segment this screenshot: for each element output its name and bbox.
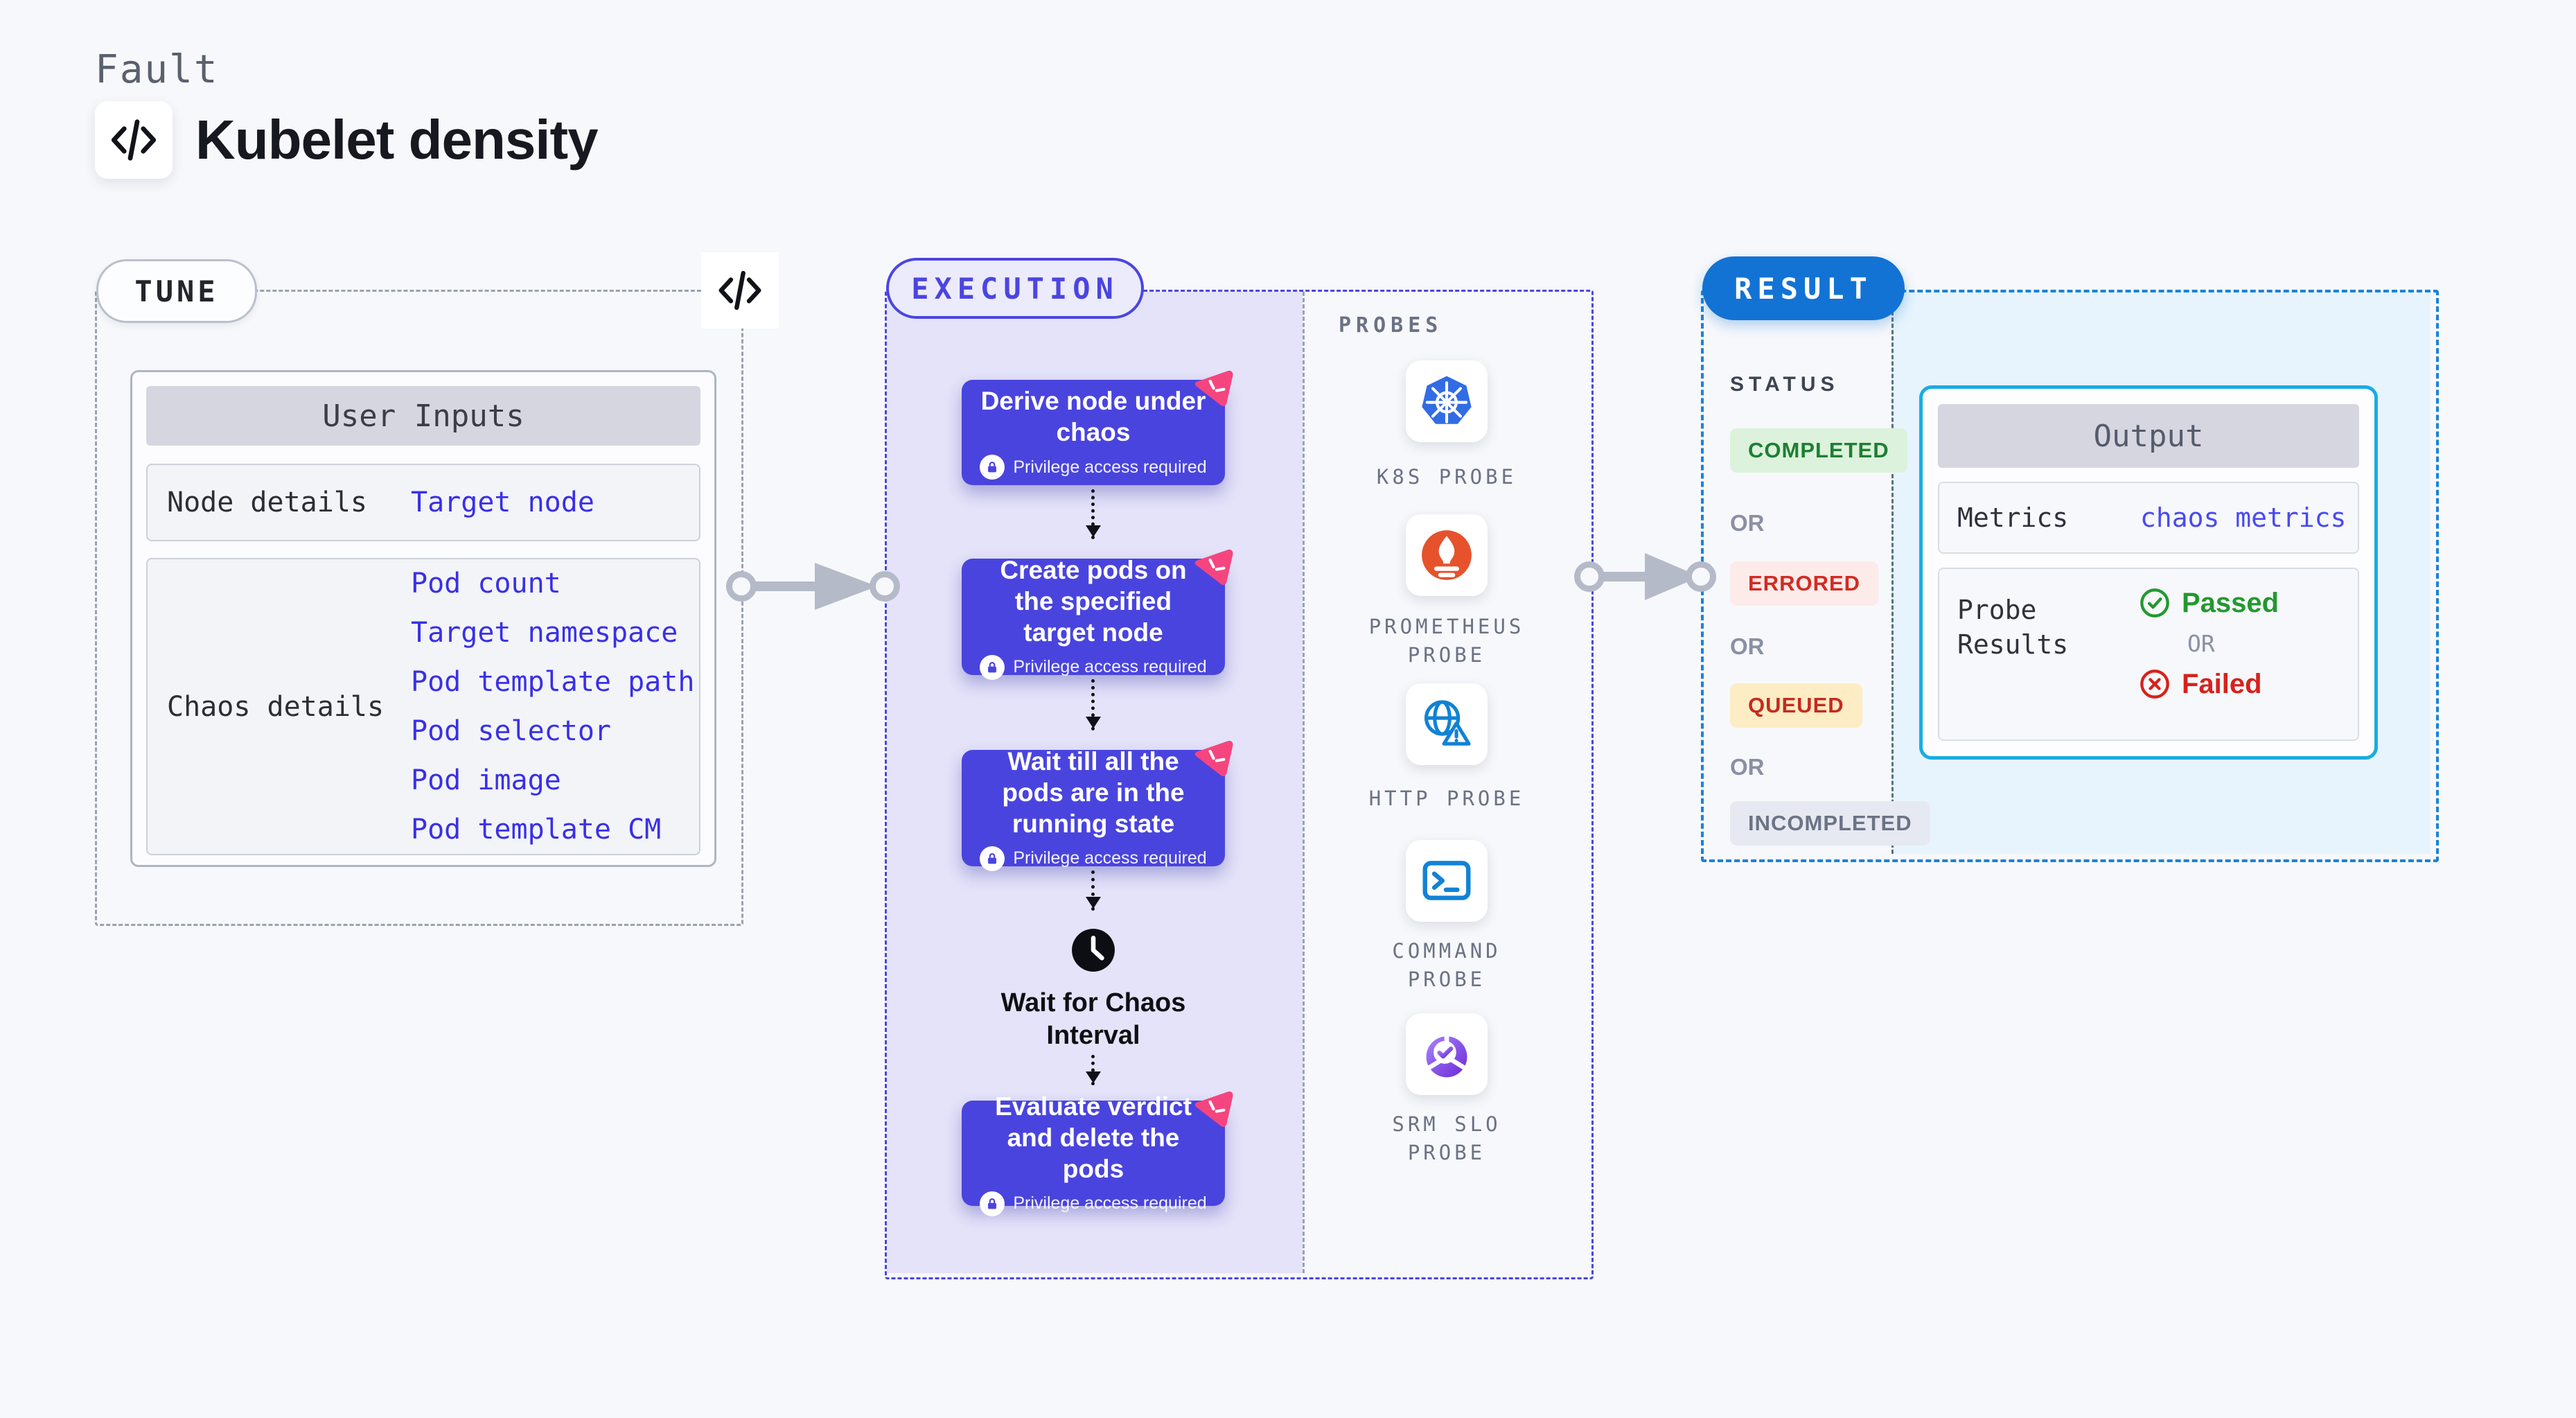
input-link-pod-template-path[interactable]: Pod template path — [411, 666, 695, 698]
output-card: Output Metrics chaos metrics Probe Resul… — [1919, 385, 2378, 760]
chaos-pink-badge-icon — [1194, 370, 1233, 406]
tune-code-icon-box — [701, 252, 779, 329]
clock-icon — [1070, 927, 1116, 973]
privilege-note: Privilege access required — [980, 654, 1207, 680]
code-icon — [111, 119, 157, 161]
step-title: Evaluate verdict and delete the pods — [995, 1092, 1192, 1183]
node-details-row: Node details Target node — [146, 464, 700, 541]
step-title: Derive node under chaos — [980, 387, 1206, 446]
privilege-text: Privilege access required — [1013, 1193, 1207, 1213]
terminal-icon — [1422, 861, 1471, 900]
probe-label-srm-slo: SRM SLO PROBE — [1392, 1112, 1501, 1164]
chaos-pink-badge-icon — [1194, 740, 1233, 776]
chaos-details-row: Chaos details Pod count Target namespace… — [146, 558, 700, 855]
status-badge-errored: ERRORED — [1730, 561, 1879, 606]
row-label: Node details — [167, 487, 367, 518]
lock-icon — [980, 455, 1005, 480]
lock-icon — [980, 846, 1005, 871]
chaos-pink-badge-icon — [1194, 1091, 1233, 1127]
step-title: Create pods on the specified target node — [1000, 555, 1187, 647]
code-icon-box — [95, 101, 173, 179]
probe-or-separator: OR — [2187, 630, 2215, 657]
step-wait-running: Wait till all the pods are in the runnin… — [962, 740, 1233, 871]
probes-heading: PROBES — [1339, 313, 1443, 338]
code-icon — [718, 270, 761, 310]
probe-card-http — [1406, 683, 1488, 765]
user-inputs-header: User Inputs — [146, 386, 700, 446]
globe-warning-icon — [1424, 700, 1471, 746]
input-link-target-namespace[interactable]: Target namespace — [411, 617, 678, 649]
probe-label-k8s: K8S PROBE — [1376, 465, 1517, 489]
lock-icon — [980, 654, 1005, 680]
status-or-separator: OR — [1730, 510, 1765, 536]
wait-interval-title: Wait for Chaos Interval — [1000, 988, 1186, 1050]
probe-label-command: COMMAND PROBE — [1392, 939, 1501, 991]
probes-divider — [1303, 292, 1305, 1273]
probe-result-passed: Passed — [2139, 587, 2358, 619]
check-circle-icon — [2140, 588, 2169, 618]
privilege-note: Privilege access required — [980, 846, 1207, 871]
metrics-row: Metrics chaos metrics — [1938, 482, 2359, 554]
input-link-pod-image[interactable]: Pod image — [411, 764, 561, 796]
probe-label-http: HTTP PROBE — [1368, 787, 1525, 810]
probe-card-prometheus — [1406, 514, 1488, 596]
privilege-text: Privilege access required — [1013, 848, 1207, 868]
slo-donut-check-icon — [1426, 1034, 1467, 1078]
arrow-execution-to-result — [1574, 553, 1716, 600]
probe-label-prometheus: PROMETHEUS PROBE — [1368, 615, 1525, 667]
input-link-pod-selector[interactable]: Pod selector — [411, 715, 611, 747]
flow-arrow-down — [1086, 870, 1101, 911]
step-derive-node: Derive node under chaos Privilege access… — [962, 370, 1233, 485]
flow-arrow-down — [1086, 1055, 1101, 1085]
status-badge-queued: QUEUED — [1730, 683, 1862, 728]
privilege-text: Privilege access required — [1013, 457, 1207, 477]
x-circle-icon — [2140, 669, 2169, 699]
privilege-note: Privilege access required — [980, 455, 1207, 480]
failed-text: Failed — [2182, 668, 2262, 699]
probe-card-command — [1406, 840, 1488, 922]
fault-eyebrow: Fault — [95, 47, 219, 92]
status-badge-incompleted: INCOMPLETED — [1730, 801, 1930, 846]
page-title: Kubelet density — [195, 109, 599, 170]
metrics-label: Metrics — [1957, 502, 2069, 533]
flow-arrow-down — [1086, 489, 1101, 539]
chaos-metrics-link[interactable]: chaos metrics — [2140, 502, 2347, 533]
probe-results-row: Probe Results Passed OR Failed — [1938, 568, 2359, 741]
probe-result-failed: Failed — [2139, 668, 2358, 700]
status-heading: STATUS — [1730, 373, 1840, 396]
input-link-pod-template-cm[interactable]: Pod template CM — [411, 814, 662, 846]
privilege-note: Privilege access required — [980, 1191, 1207, 1216]
passed-text: Passed — [2182, 587, 2279, 618]
input-link-pod-count[interactable]: Pod count — [411, 568, 561, 599]
lock-icon — [980, 1191, 1005, 1216]
output-header: Output — [1938, 404, 2359, 468]
user-inputs-card: User Inputs Node details Target node Cha… — [130, 370, 716, 867]
status-or-separator: OR — [1730, 633, 1765, 659]
probe-card-srm-slo — [1406, 1013, 1488, 1095]
tune-section-border — [95, 290, 743, 926]
probe-card-k8s — [1406, 360, 1488, 442]
input-link-target-node[interactable]: Target node — [411, 487, 594, 518]
privilege-text: Privilege access required — [1013, 657, 1207, 676]
execution-pill: EXECUTION — [886, 258, 1144, 319]
tune-pill: TUNE — [96, 259, 257, 323]
step-evaluate-verdict: Evaluate verdict and delete the pods Pri… — [962, 1091, 1233, 1216]
probe-results-label: Probe Results — [1957, 595, 2069, 660]
flow-arrow-down — [1086, 679, 1101, 730]
execution-section-border — [885, 290, 1594, 1279]
step-title: Wait till all the pods are in the runnin… — [1002, 746, 1185, 838]
arrow-tune-to-execution — [726, 563, 900, 610]
status-badge-completed: COMPLETED — [1730, 428, 1907, 473]
chaos-pink-badge-icon — [1194, 549, 1233, 585]
kubernetes-icon — [1422, 376, 1472, 424]
prometheus-icon — [1422, 530, 1472, 580]
status-or-separator: OR — [1730, 754, 1765, 780]
row-label: Chaos details — [167, 690, 385, 723]
step-create-pods: Create pods on the specified target node… — [962, 549, 1233, 680]
result-pill: RESULT — [1702, 256, 1905, 320]
